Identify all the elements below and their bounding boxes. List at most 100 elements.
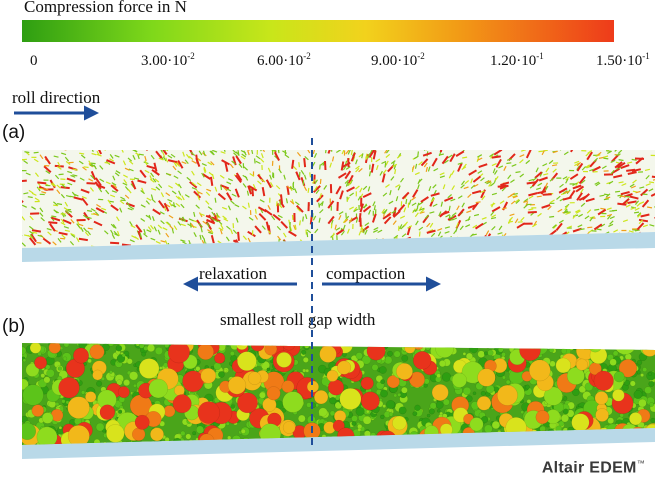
force-vector — [493, 150, 503, 156]
force-vector — [445, 214, 451, 218]
force-vector — [112, 184, 118, 189]
force-vector — [158, 183, 163, 189]
force-vector — [23, 192, 29, 195]
force-vector — [151, 216, 155, 222]
force-vector — [255, 155, 261, 160]
force-vector — [441, 155, 449, 165]
force-vector — [60, 237, 66, 240]
particle — [640, 373, 644, 377]
force-vector — [70, 233, 76, 238]
force-vector — [230, 200, 235, 205]
panel-b-base-plate — [22, 428, 655, 459]
force-vector — [537, 212, 542, 217]
force-vector — [549, 215, 555, 218]
particle — [276, 343, 281, 346]
force-vector — [330, 223, 333, 229]
force-vector — [145, 214, 151, 219]
force-vector — [30, 233, 37, 243]
force-vector — [143, 233, 148, 238]
particle — [428, 408, 435, 415]
force-vector — [168, 214, 174, 219]
force-vector — [303, 186, 308, 191]
particle — [197, 401, 221, 424]
particle — [625, 344, 631, 350]
particle — [594, 391, 609, 405]
force-vector — [70, 232, 76, 237]
relaxation-label: relaxation — [199, 264, 267, 283]
force-vector — [160, 192, 165, 198]
force-vector — [167, 154, 173, 159]
force-vector — [60, 221, 66, 226]
force-vector — [98, 187, 103, 193]
force-vector — [549, 199, 555, 204]
particle — [126, 358, 133, 365]
force-vector — [196, 182, 202, 187]
force-vector — [51, 215, 57, 218]
particle — [351, 421, 357, 427]
force-vector — [80, 227, 84, 232]
force-vector — [289, 200, 295, 205]
force-vector — [523, 204, 528, 209]
force-vector — [649, 181, 655, 184]
force-vector — [499, 184, 509, 190]
force-vector — [304, 155, 309, 161]
force-vector — [179, 217, 184, 222]
force-vector — [444, 196, 454, 202]
force-vector — [644, 168, 651, 171]
particle — [192, 431, 197, 436]
force-vector — [25, 172, 31, 176]
force-vector — [572, 214, 577, 219]
force-vector — [167, 198, 173, 202]
force-vector — [342, 218, 347, 224]
force-vector — [104, 161, 110, 164]
force-vector — [83, 166, 89, 169]
particle — [240, 428, 246, 434]
force-vector — [22, 179, 27, 183]
force-vector — [70, 219, 75, 224]
particle — [247, 371, 262, 385]
force-vector — [368, 209, 372, 215]
force-vector — [139, 232, 143, 239]
force-vector — [510, 200, 516, 205]
force-vector — [223, 218, 229, 222]
force-vector — [457, 208, 465, 217]
compaction-label: compaction — [326, 264, 406, 283]
particle — [471, 343, 477, 348]
force-vector — [451, 212, 457, 217]
force-vector — [300, 169, 305, 175]
force-vector — [223, 186, 228, 192]
force-vector — [49, 223, 56, 232]
force-vector — [456, 205, 460, 211]
force-vector — [525, 150, 532, 159]
force-vector — [565, 176, 570, 181]
particle — [476, 396, 492, 411]
force-vector — [467, 216, 471, 221]
force-vector — [424, 214, 430, 219]
force-vector — [645, 174, 650, 180]
particle — [89, 344, 105, 360]
force-vector — [90, 170, 97, 180]
force-vector — [384, 162, 387, 168]
particle — [562, 408, 569, 415]
force-vector — [610, 169, 615, 175]
particle — [501, 352, 506, 357]
force-vector — [341, 161, 351, 168]
force-vector — [438, 153, 444, 156]
force-vector — [511, 163, 517, 167]
force-vector — [219, 229, 223, 235]
force-vector — [171, 190, 177, 195]
force-vector — [510, 192, 516, 197]
force-vector — [362, 204, 368, 209]
force-vector — [319, 209, 324, 214]
force-vector — [193, 190, 202, 199]
particle — [306, 402, 312, 408]
force-vector — [210, 161, 215, 166]
particle — [566, 367, 585, 385]
force-vector — [109, 154, 114, 159]
force-vector — [150, 194, 154, 200]
particle — [612, 389, 625, 402]
force-vector — [175, 202, 181, 207]
force-vector — [629, 195, 639, 200]
force-vector — [294, 188, 298, 194]
force-vector — [395, 196, 399, 202]
